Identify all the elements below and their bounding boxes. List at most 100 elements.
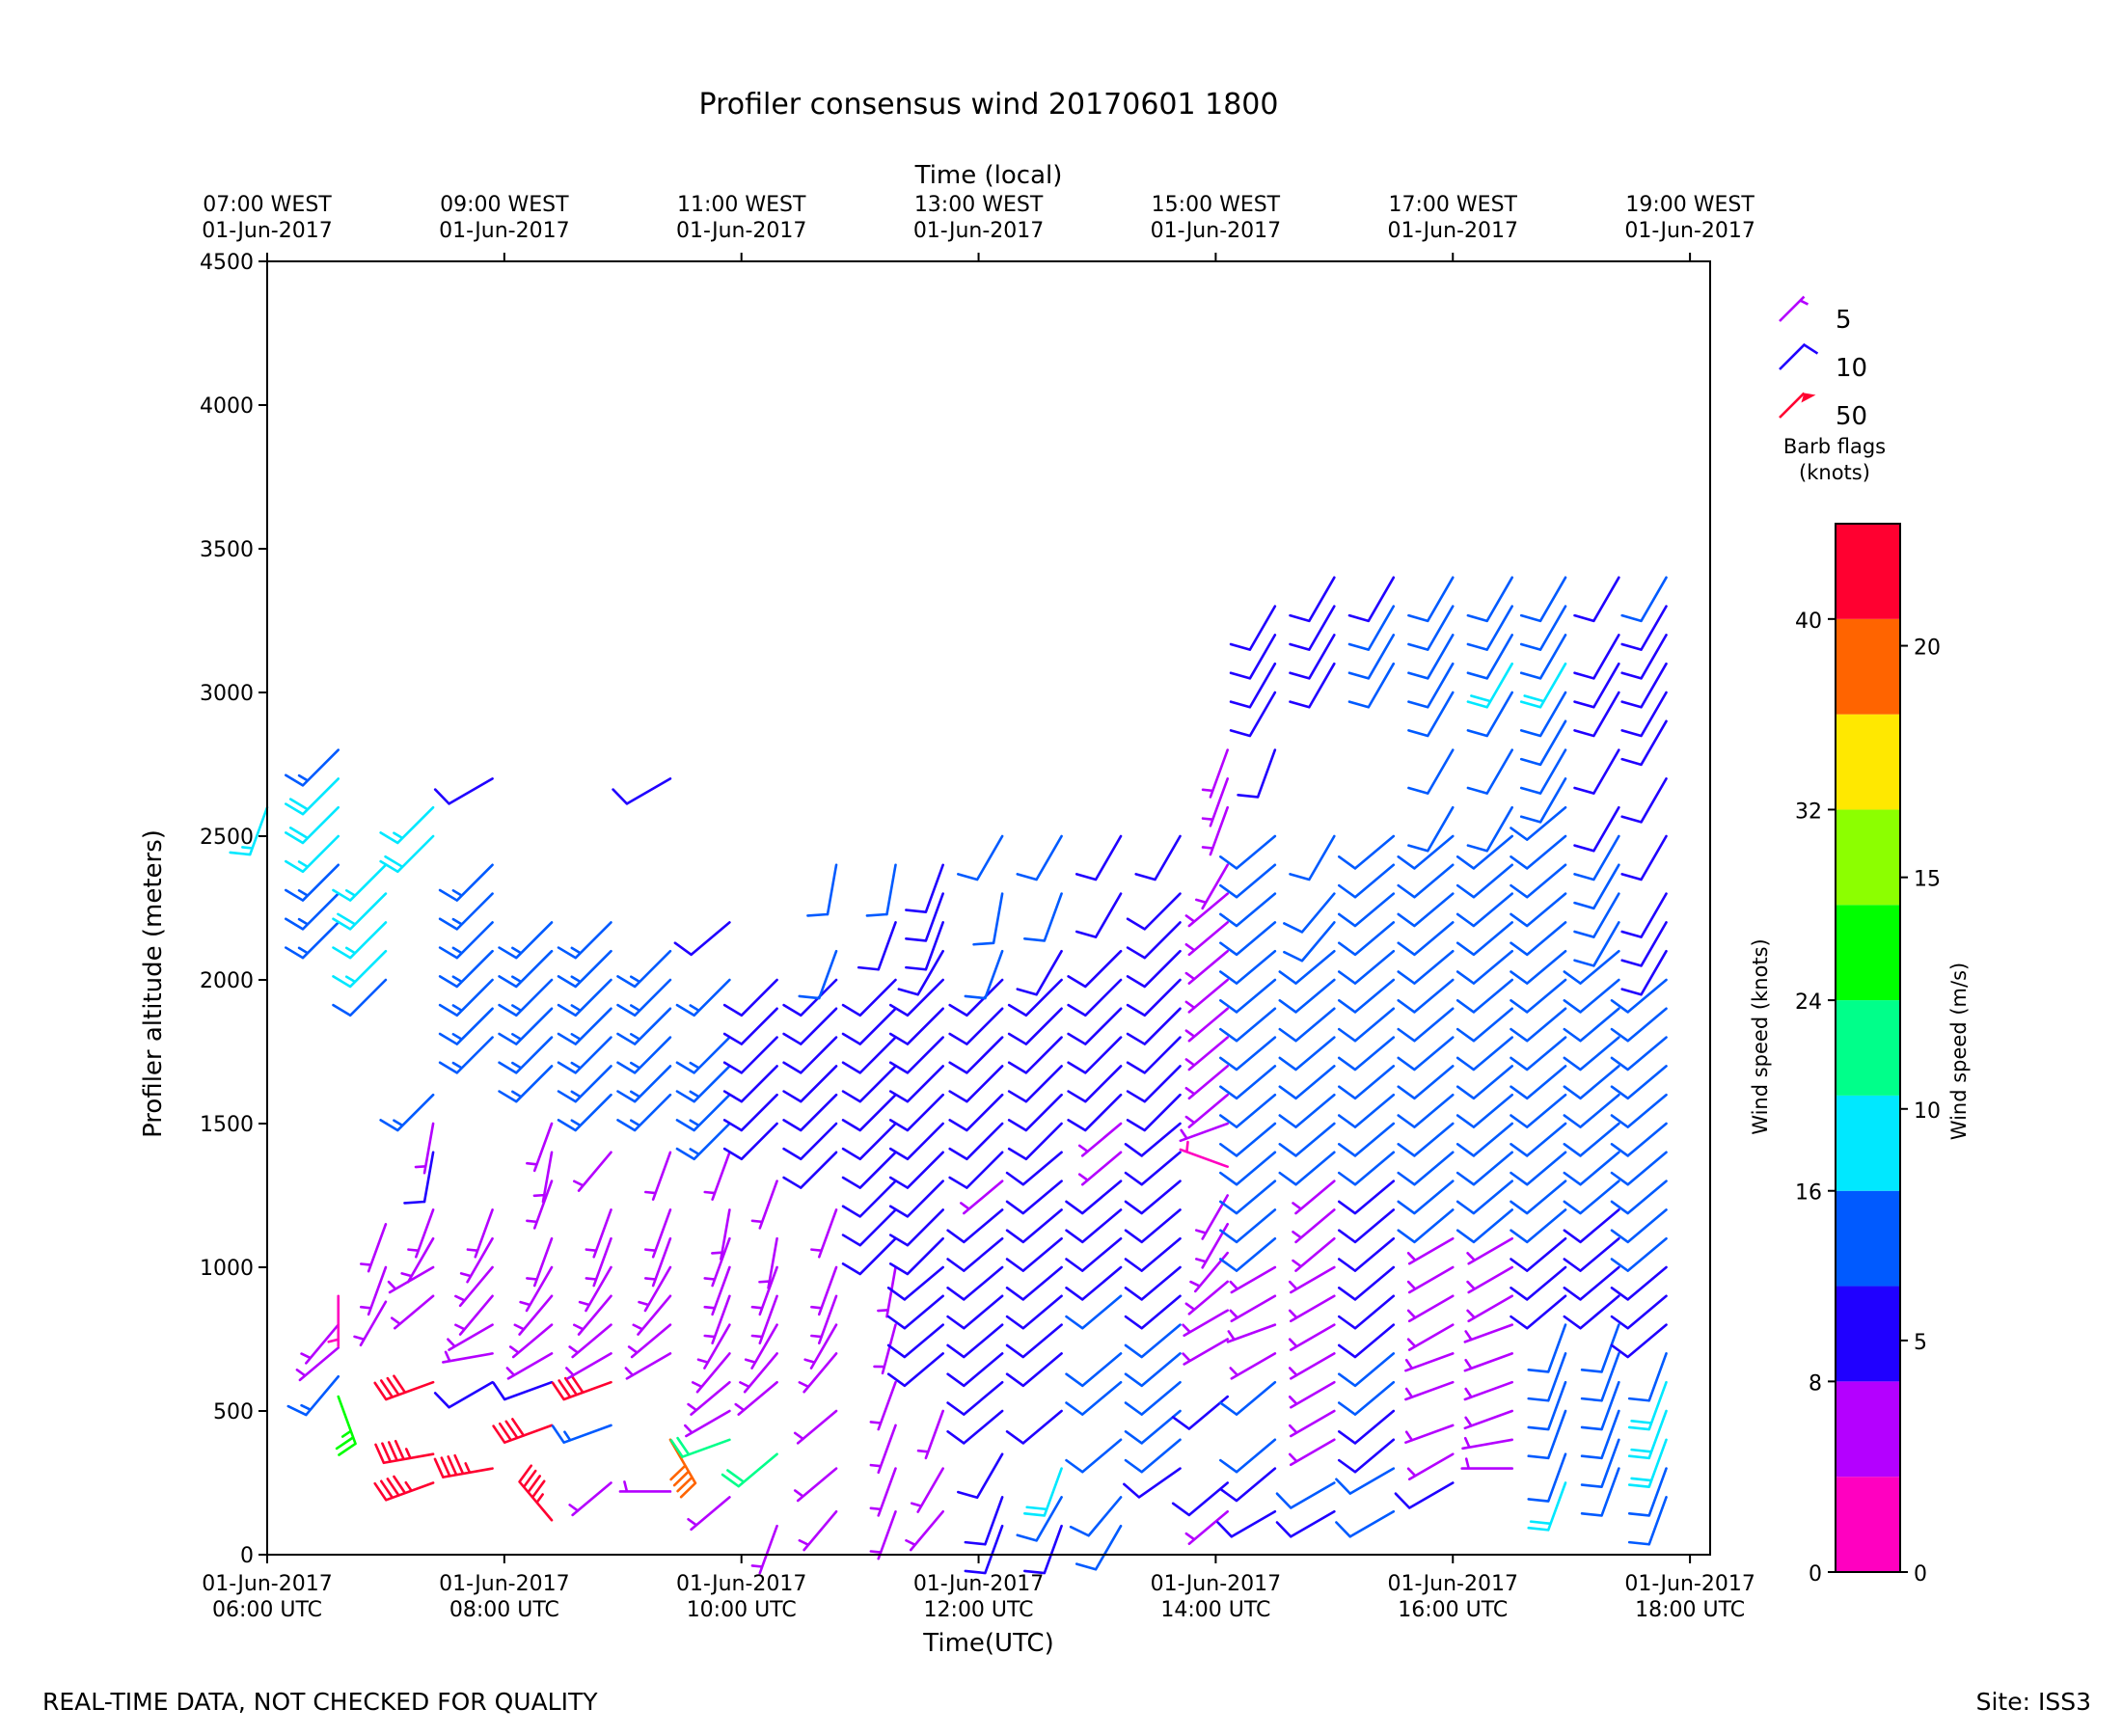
wind-barb — [454, 1294, 494, 1336]
wind-barb — [687, 1496, 731, 1532]
wind-barb — [841, 1065, 897, 1103]
wind-barb — [1519, 748, 1567, 795]
wind-barb — [513, 1294, 554, 1336]
wind-barb — [433, 777, 494, 805]
wind-barb — [1126, 949, 1182, 989]
wind-barb — [744, 1323, 778, 1370]
wind-barb — [1124, 1352, 1182, 1388]
wind-barb — [793, 1409, 838, 1445]
wind-barb — [1124, 1438, 1182, 1474]
wind-barb — [1455, 892, 1514, 928]
wind-barb — [1219, 1007, 1277, 1043]
wind-barb — [1573, 805, 1620, 853]
wind-barb — [1397, 1007, 1455, 1043]
wind-barb — [1510, 1180, 1567, 1215]
wind-barb — [803, 1323, 838, 1370]
wind-barb — [1126, 1093, 1182, 1132]
wind-barb — [1397, 1093, 1455, 1128]
wind-barb — [1563, 1036, 1620, 1071]
wind-barb — [442, 1350, 494, 1364]
wind-barb — [798, 1510, 838, 1552]
wind-barb — [1337, 1409, 1396, 1445]
wind-barb — [1573, 634, 1620, 680]
colorbar-frame — [1835, 523, 1901, 1573]
wind-barb — [897, 949, 944, 996]
wind-barb — [1610, 1122, 1668, 1157]
wind-barb — [466, 1208, 494, 1259]
wind-barb — [1527, 1323, 1567, 1373]
wind-barb — [1610, 1065, 1668, 1100]
wind-barb — [1337, 892, 1396, 928]
top-tick-label-date: 01-Jun-2017 — [1388, 219, 1518, 243]
wind-barb — [1610, 1294, 1668, 1330]
wind-barb — [1219, 1236, 1277, 1272]
colorbar-knots-label: 32 — [1795, 800, 1822, 824]
wind-barb — [1007, 1122, 1063, 1161]
wind-barb — [1278, 949, 1336, 985]
wind-barb — [1466, 805, 1514, 853]
wind-barb — [1124, 1380, 1182, 1416]
wind-barb — [675, 1065, 731, 1103]
wind-barb — [1283, 892, 1336, 934]
wind-barb — [888, 1208, 944, 1247]
colorbar-knots-label: 8 — [1809, 1371, 1822, 1396]
wind-barb — [498, 1007, 554, 1045]
wind-barb — [1219, 863, 1277, 899]
barb-legend-staff — [1779, 295, 1809, 322]
wind-barb — [798, 949, 838, 1000]
wind-barb — [1219, 834, 1277, 870]
wind-barb — [498, 921, 554, 960]
top-tick-label-time: 13:00 WEST — [914, 193, 1044, 217]
wind-barb — [1126, 1036, 1182, 1074]
wind-barb — [1347, 605, 1396, 651]
wind-barb — [1510, 1122, 1567, 1157]
wind-barb — [1278, 1093, 1336, 1128]
wind-barb — [1124, 1294, 1182, 1330]
wind-barb — [1219, 1065, 1277, 1100]
wind-barb — [332, 892, 388, 931]
barb-legend-staff — [1779, 342, 1819, 370]
wind-barb — [1519, 662, 1567, 709]
wind-barb — [1620, 719, 1668, 767]
wind-barb — [1065, 1380, 1123, 1416]
wind-barb — [886, 1265, 944, 1301]
wind-barb — [1404, 1352, 1455, 1372]
wind-barb — [1278, 1122, 1336, 1157]
x-tick-label-date: 01-Jun-2017 — [1151, 1572, 1281, 1596]
wind-barb — [1007, 1007, 1063, 1045]
wind-barb — [964, 949, 1004, 1000]
wind-barb — [1337, 834, 1396, 870]
wind-barb — [1065, 1208, 1123, 1244]
y-tick-label: 500 — [213, 1400, 254, 1424]
colorbar-band — [1836, 809, 1900, 906]
wind-barb — [948, 1007, 1004, 1045]
wind-barb — [498, 978, 554, 1017]
top-tick-label-time: 11:00 WEST — [677, 193, 806, 217]
wind-barb — [498, 1036, 554, 1074]
wind-barb — [1510, 1236, 1567, 1272]
wind-barb — [1580, 1323, 1620, 1373]
wind-barb — [1124, 1151, 1182, 1186]
wind-barb — [387, 1265, 435, 1294]
colorbar-knots-label: 24 — [1795, 990, 1822, 1015]
wind-barb — [1610, 1180, 1668, 1215]
wind-barb — [616, 1036, 672, 1074]
wind-barb — [1124, 1180, 1182, 1215]
wind-barb — [1580, 1352, 1620, 1402]
colorbar-ms-label: 0 — [1914, 1562, 1927, 1587]
wind-barb — [905, 863, 944, 913]
wind-barb — [616, 1007, 672, 1045]
wind-barb — [519, 1265, 554, 1313]
wind-barb — [1278, 1036, 1336, 1071]
wind-barb — [869, 1510, 897, 1560]
wind-barb — [1563, 978, 1620, 1014]
wind-barb — [1519, 605, 1567, 651]
wind-barb — [532, 1151, 554, 1204]
wind-barb — [1124, 1323, 1182, 1359]
colorbar-ms-title: Wind speed (m/s) — [1947, 963, 1971, 1140]
wind-barb — [1337, 1380, 1396, 1416]
wind-barb — [1201, 805, 1229, 856]
wind-barb — [1124, 1236, 1182, 1272]
wind-barb — [1563, 1208, 1620, 1244]
barb-legend-label: 50 — [1836, 402, 1867, 431]
